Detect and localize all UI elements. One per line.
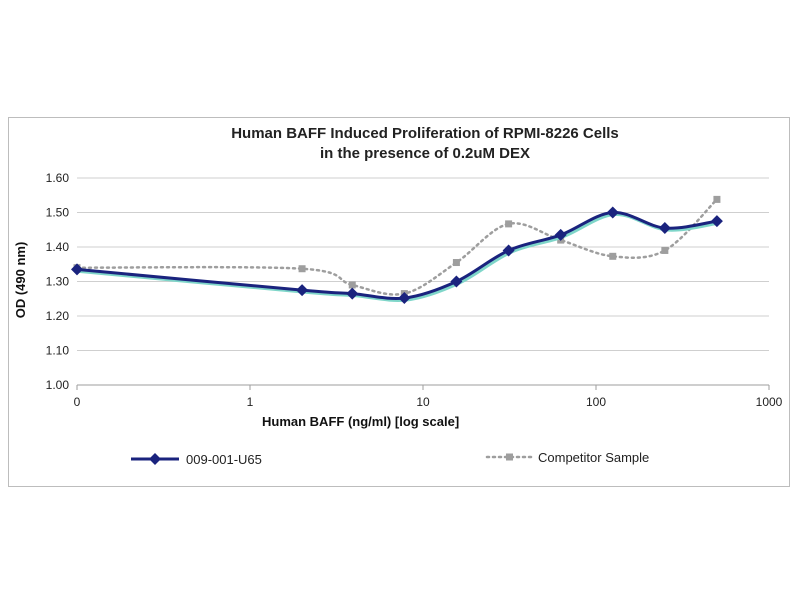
data-point: [606, 206, 619, 219]
x-tick-label: 1000: [756, 395, 783, 409]
data-point: [609, 252, 617, 260]
x-tick-label: 10: [416, 395, 430, 409]
x-axis-ticks: 0 1 10 100 1000: [74, 385, 783, 409]
legend-label: Competitor Sample: [538, 450, 649, 465]
data-point: [296, 284, 309, 297]
series-line: [76, 210, 718, 300]
y-tick-label: 1.60: [46, 171, 70, 185]
x-tick-label: 100: [586, 395, 606, 409]
x-axis-label: Human BAFF (ng/ml) [log scale]: [262, 414, 459, 429]
gridlines: [77, 177, 769, 351]
x-tick-label: 0: [74, 395, 81, 409]
y-axis-ticks: 1.00 1.10 1.20 1.30 1.40 1.50 1.60: [46, 171, 70, 392]
legend: 009-001-U65 Competitor Sample: [131, 450, 649, 467]
data-point: [71, 263, 83, 276]
y-tick-label: 1.20: [46, 309, 70, 323]
data-point: [398, 292, 411, 305]
data-point: [346, 287, 359, 300]
legend-item-009-001-U65: 009-001-U65: [131, 452, 262, 467]
data-point: [502, 244, 515, 257]
y-tick-label: 1.50: [46, 206, 70, 220]
x-tick-label: 1: [247, 395, 254, 409]
chart-title-line-1: Human BAFF Induced Proliferation of RPMI…: [231, 125, 619, 142]
y-tick-label: 1.00: [46, 378, 70, 392]
data-point: [710, 215, 723, 228]
data-point: [452, 259, 460, 267]
y-axis-label: OD (490 nm): [13, 242, 28, 319]
chart-title-line-2: in the presence of 0.2uM DEX: [320, 145, 530, 162]
data-point: [713, 195, 721, 203]
legend-marker: [149, 453, 161, 465]
data-point: [450, 275, 463, 288]
data-point: [505, 220, 513, 228]
chart-svg: Human BAFF Induced Proliferation of RPMI…: [13, 125, 783, 467]
series-layer: [71, 195, 723, 305]
data-point: [298, 265, 306, 273]
legend-marker: [506, 453, 513, 461]
legend-label: 009-001-U65: [186, 452, 262, 467]
series-009-001-U65: [71, 206, 723, 305]
chart-frame: Human BAFF Induced Proliferation of RPMI…: [8, 117, 790, 487]
data-point: [554, 228, 567, 241]
data-point: [658, 222, 671, 235]
data-point: [348, 281, 356, 289]
y-tick-label: 1.30: [46, 275, 70, 289]
y-tick-label: 1.40: [46, 240, 70, 254]
legend-item-competitor-sample: Competitor Sample: [485, 450, 649, 465]
y-tick-label: 1.10: [46, 344, 70, 358]
data-point: [661, 246, 669, 254]
